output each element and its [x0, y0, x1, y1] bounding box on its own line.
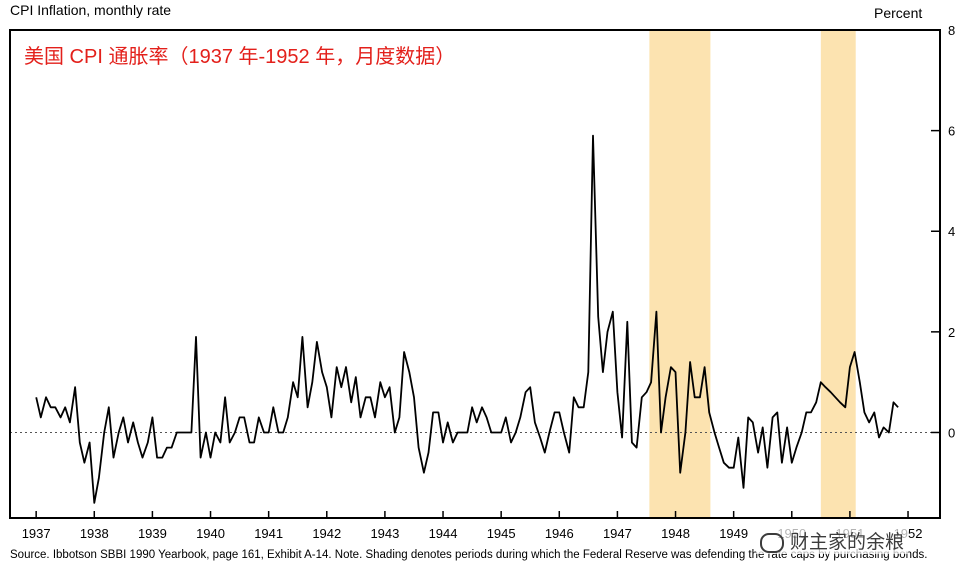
- x-tick-label: 1939: [138, 526, 167, 541]
- plot-frame: [9, 29, 941, 519]
- x-tick-label: 1942: [312, 526, 341, 541]
- source-note: Source. Ibbotson SBBI 1990 Yearbook, pag…: [10, 549, 928, 561]
- watermark: 财主家的余粮: [756, 527, 909, 554]
- overlay-title: 美国 CPI 通胀率（1937 年-1952 年，月度数据）: [24, 46, 456, 68]
- wechat-icon: [760, 532, 784, 553]
- shaded-period-1: [649, 30, 711, 518]
- y-axis: 0 2 4 6 8: [931, 23, 955, 440]
- x-tick-label: 1944: [429, 526, 458, 541]
- series-line-cpi: [35, 134, 899, 504]
- x-tick-label: 1937: [22, 526, 51, 541]
- shaded-periods: [649, 30, 856, 518]
- x-tick-label: 1946: [545, 526, 574, 541]
- y-tick-label: 4: [948, 224, 955, 239]
- x-tick-label: 1941: [254, 526, 283, 541]
- y-axis-unit-label: Percent: [874, 5, 923, 21]
- y-tick-label: 8: [948, 23, 955, 38]
- watermark-text: 财主家的余粮: [790, 532, 905, 553]
- x-tick-label: 1948: [661, 526, 690, 541]
- x-tick-label: 1947: [603, 526, 632, 541]
- y-tick-label: 0: [948, 425, 955, 440]
- x-tick-label: 1943: [370, 526, 399, 541]
- y-tick-label: 6: [948, 124, 955, 139]
- chart-title: CPI Inflation, monthly rate: [10, 2, 172, 18]
- x-tick-label: 1949: [719, 526, 748, 541]
- y-tick-label: 2: [948, 325, 955, 340]
- shaded-period-2: [820, 30, 856, 518]
- x-tick-label: 1945: [487, 526, 516, 541]
- x-tick-label: 1940: [196, 526, 225, 541]
- x-tick-label: 1938: [80, 526, 109, 541]
